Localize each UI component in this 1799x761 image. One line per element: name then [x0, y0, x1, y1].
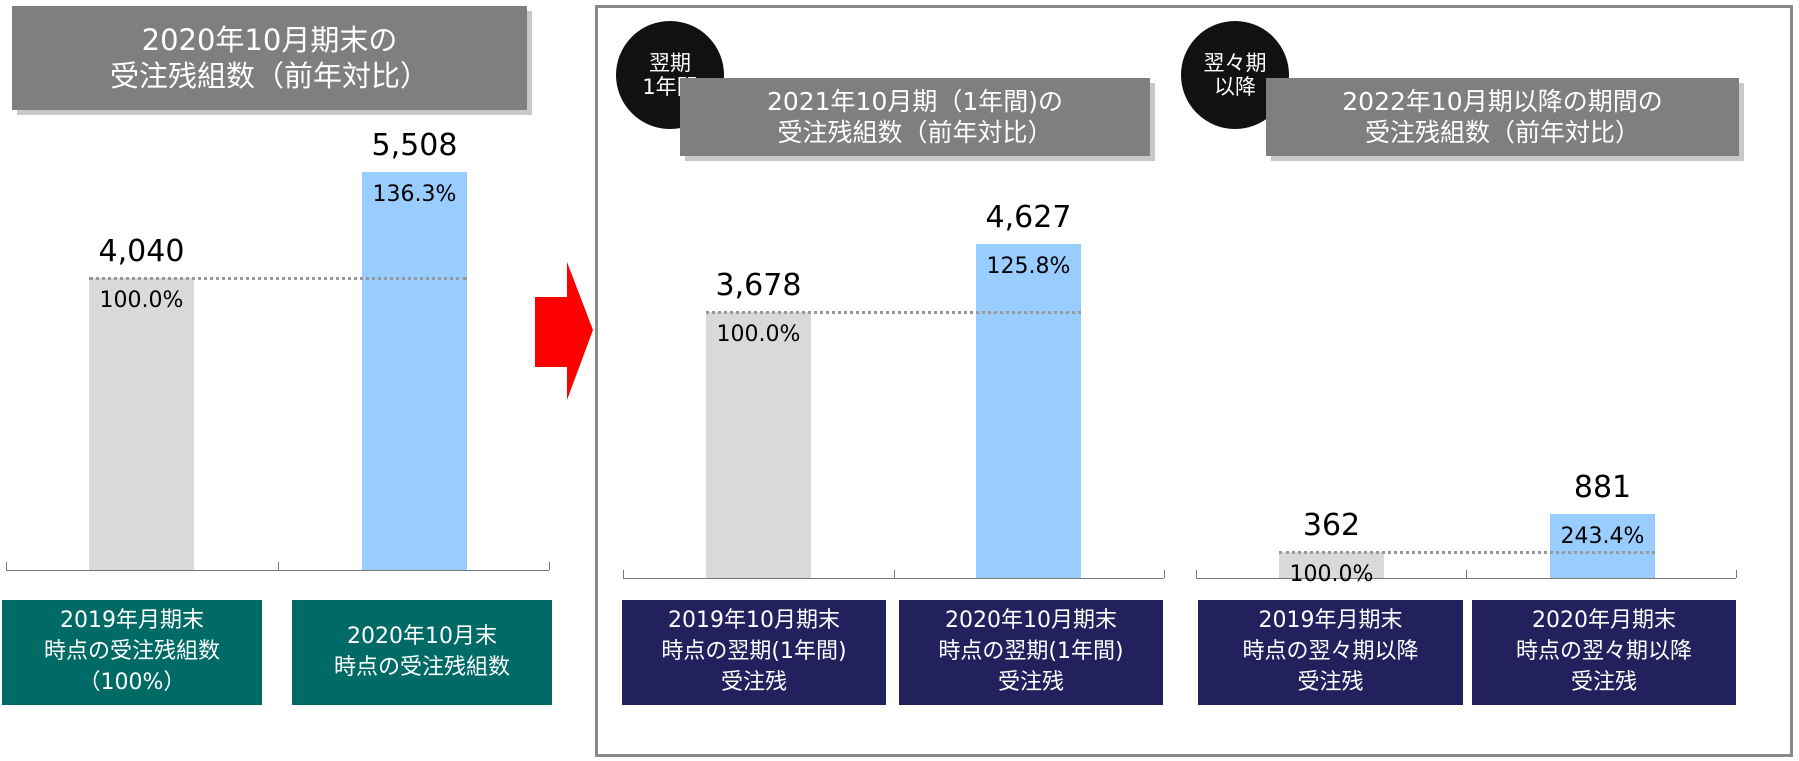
category-label: 2019年月期末 時点の翌々期以降 受注残 — [1198, 600, 1463, 705]
reference-line — [706, 311, 1081, 315]
bar — [706, 312, 811, 578]
category-label: 2019年月期末 時点の受注残組数 （100%） — [2, 600, 262, 705]
bar — [1550, 514, 1655, 578]
axis-line — [6, 570, 549, 571]
ratio-label: 243.4% — [1560, 524, 1645, 550]
category-label: 2019年10月期末 時点の翌期(1年間) 受注残 — [622, 600, 886, 705]
value-label: 362 — [1302, 507, 1361, 543]
chart-title: 2021年10月期（1年間)の 受注残組数（前年対比） — [680, 78, 1150, 156]
axis-tick — [1736, 570, 1737, 578]
arrow — [535, 262, 593, 400]
category-label: 2020年月期末 時点の翌々期以降 受注残 — [1472, 600, 1736, 705]
axis-line — [1196, 578, 1736, 579]
bar — [976, 243, 1081, 578]
bar — [1279, 551, 1384, 578]
axis-tick — [1164, 570, 1165, 578]
reference-line — [89, 277, 467, 281]
value-label: 881 — [1573, 470, 1632, 506]
ratio-label: 100.0% — [716, 322, 801, 348]
bar — [362, 172, 467, 570]
axis-tick — [277, 562, 279, 570]
value-label: 4,627 — [985, 199, 1072, 235]
chart-title: 2020年10月期末の 受注残組数（前年対比） — [12, 6, 527, 110]
axis-tick — [6, 562, 7, 570]
panel-border — [595, 5, 1793, 757]
ratio-label: 100.0% — [99, 288, 184, 314]
ratio-label: 136.3% — [372, 182, 457, 208]
axis-line — [623, 578, 1164, 579]
reference-line — [1279, 550, 1655, 554]
axis-tick — [1196, 570, 1197, 578]
value-label: 4,040 — [98, 234, 185, 270]
ratio-label: 100.0% — [1289, 561, 1374, 587]
axis-tick — [1466, 570, 1467, 578]
badge: 翌々期 以降 — [1178, 18, 1292, 132]
chart-title: 2022年10月期以降の期間の 受注残組数（前年対比） — [1266, 78, 1739, 156]
bar — [89, 278, 194, 570]
category-label: 2020年10月末 時点の受注残組数 — [292, 600, 552, 705]
value-label: 3,678 — [715, 268, 802, 304]
axis-tick — [623, 570, 624, 578]
category-label: 2020年10月期末 時点の翌期(1年間) 受注残 — [899, 600, 1163, 705]
value-label: 5,508 — [371, 128, 458, 164]
axis-tick — [893, 570, 895, 578]
axis-tick — [549, 562, 550, 570]
ratio-label: 125.8% — [986, 253, 1071, 279]
